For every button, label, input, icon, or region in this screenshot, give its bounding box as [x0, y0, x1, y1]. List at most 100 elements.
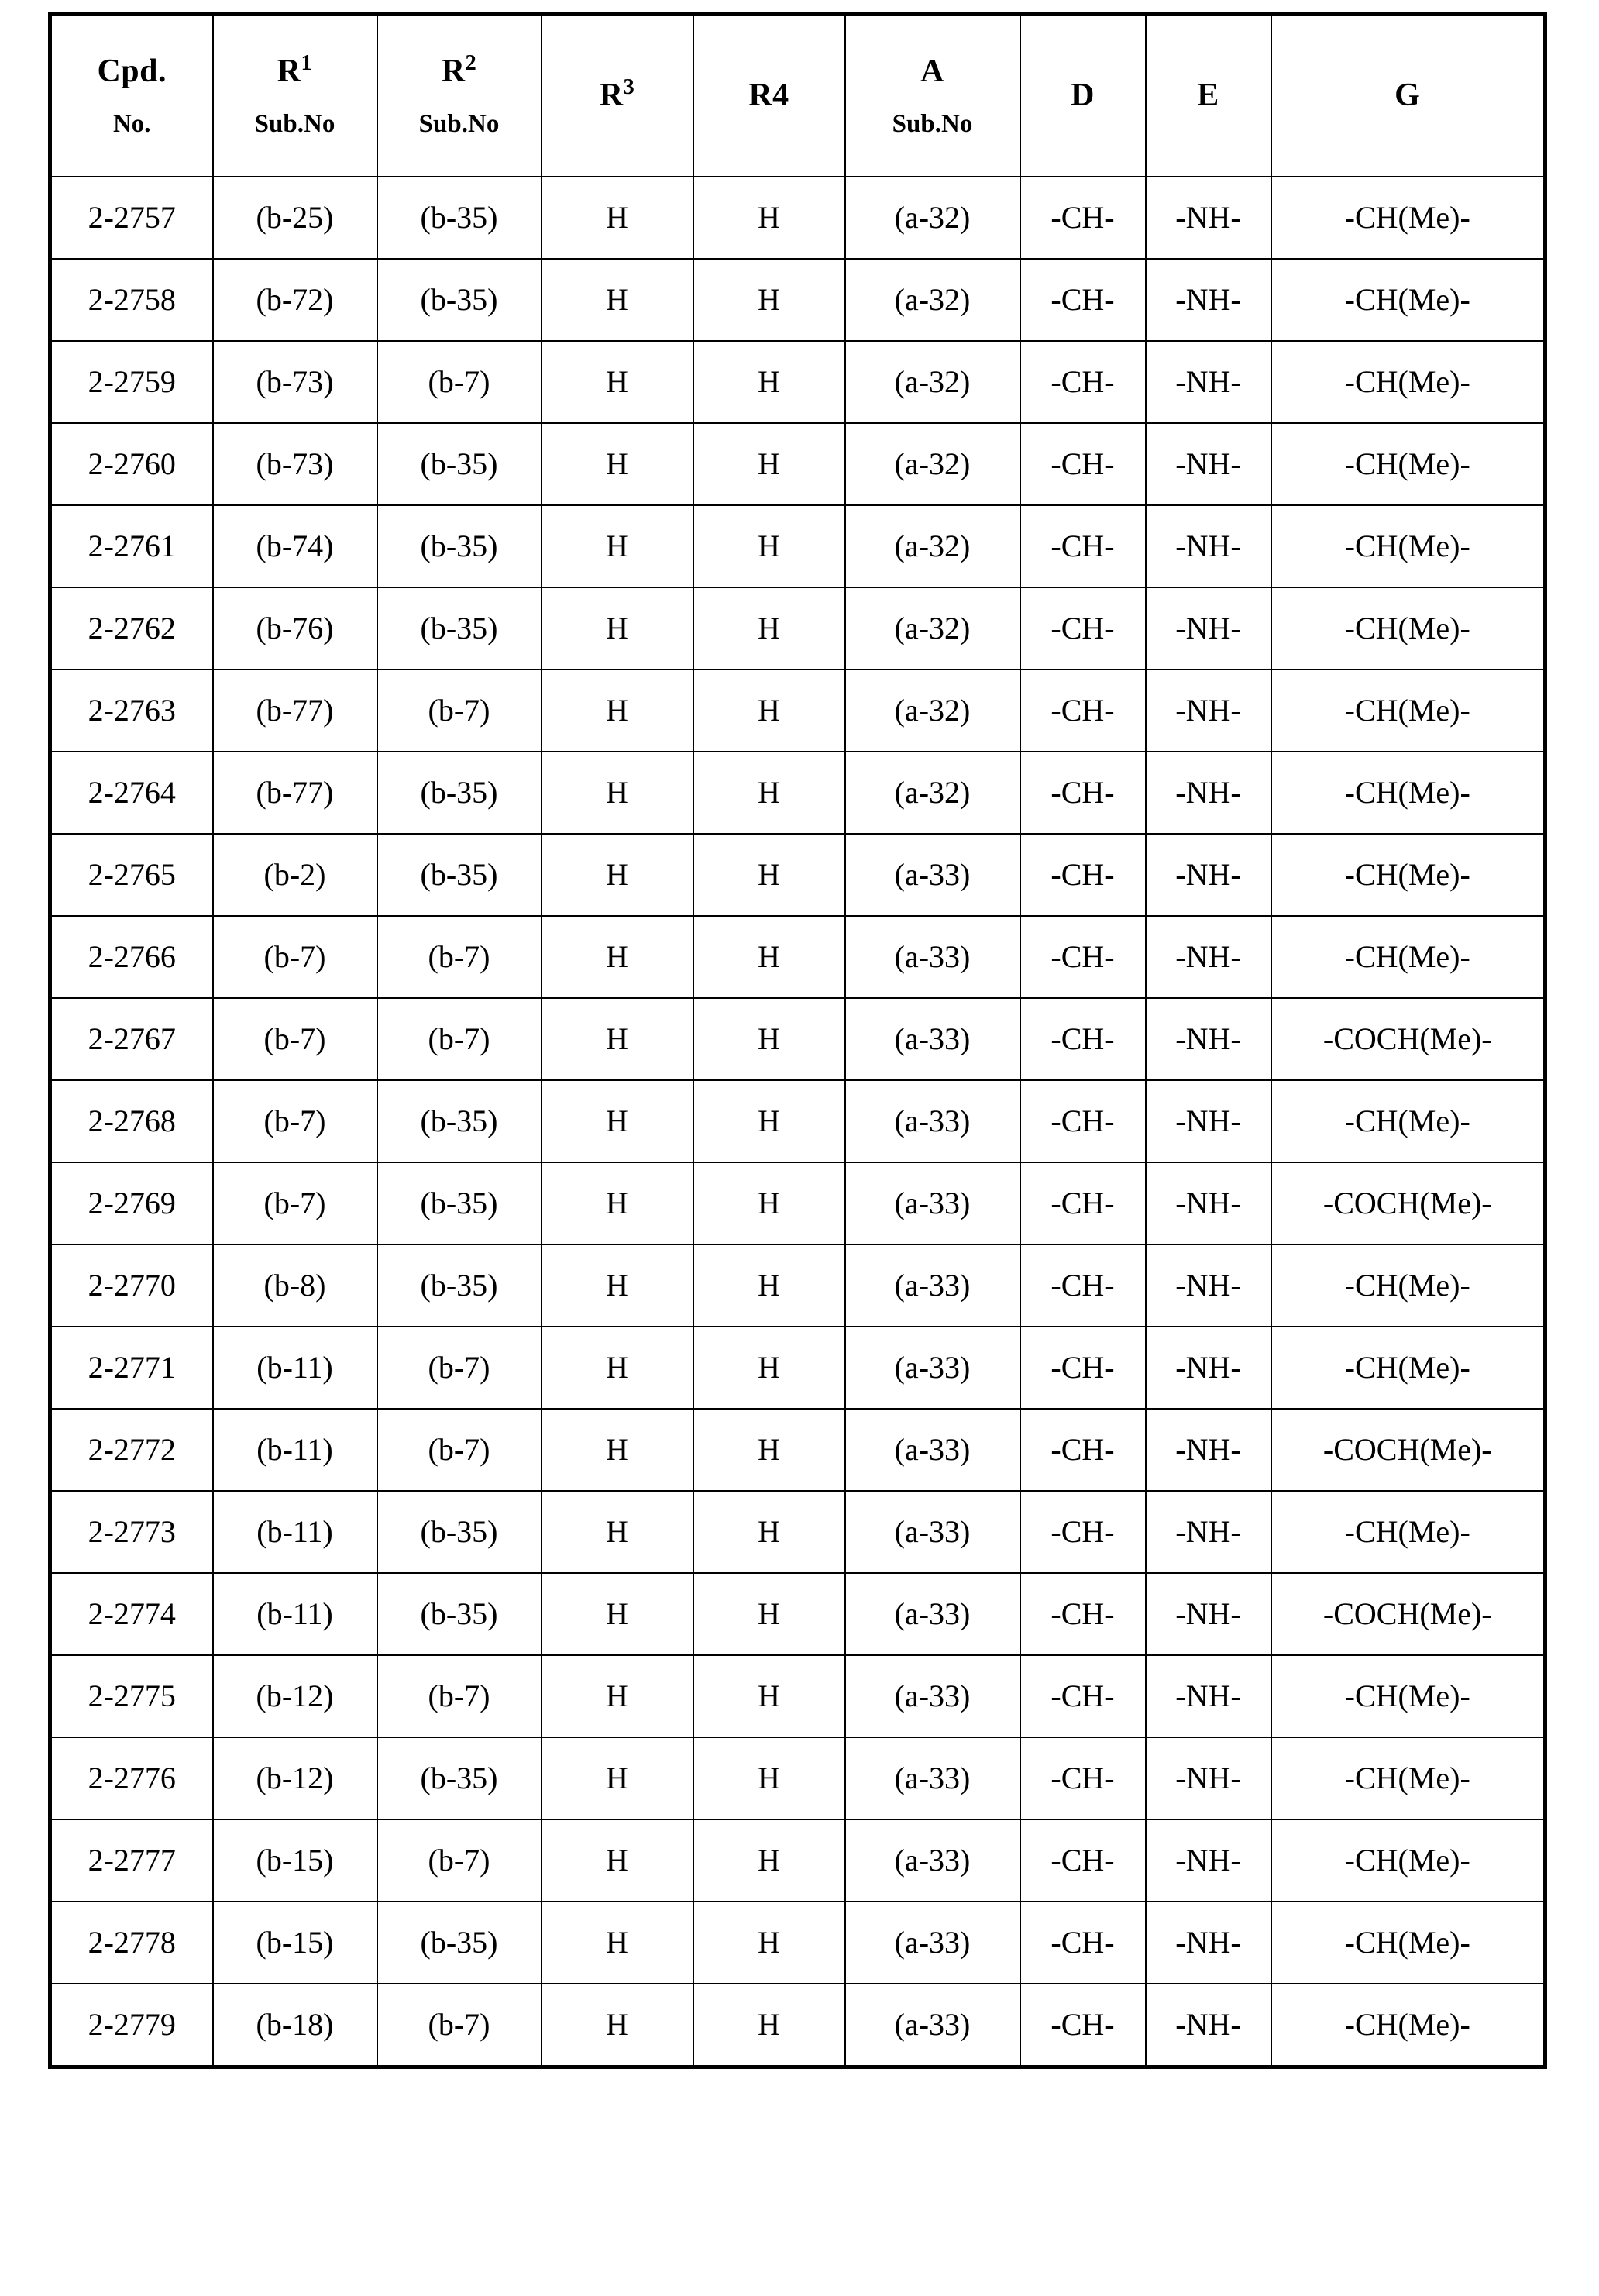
table-row: 2-2771(b-11)(b-7)HH(a-33)-CH--NH--CH(Me)… — [50, 1327, 1546, 1409]
cell-r1: (b-7) — [213, 1080, 377, 1162]
cell-cpd: 2-2764 — [50, 752, 213, 834]
cell-r4: H — [693, 834, 845, 916]
cell-g: -CH(Me)- — [1271, 1984, 1546, 2067]
cell-r2: (b-35) — [377, 1902, 542, 1984]
cell-r3: H — [542, 1655, 693, 1737]
cell-g: -CH(Me)- — [1271, 1902, 1546, 1984]
cell-a: (a-33) — [845, 1573, 1020, 1655]
cell-e: -NH- — [1146, 1162, 1271, 1244]
cell-g: -CH(Me)- — [1271, 1491, 1546, 1573]
cell-cpd: 2-2767 — [50, 998, 213, 1080]
table-header-row: Cpd.No.R1Sub.NoR2Sub.NoR3R4ASub.NoDEG — [50, 15, 1546, 177]
table-row: 2-2779(b-18)(b-7)HH(a-33)-CH--NH--CH(Me)… — [50, 1984, 1546, 2067]
header-column-r4: R4 — [693, 15, 845, 177]
cell-cpd: 2-2769 — [50, 1162, 213, 1244]
cell-r2: (b-35) — [377, 1244, 542, 1327]
cell-g: -CH(Me)- — [1271, 177, 1546, 259]
document-page: Cpd.No.R1Sub.NoR2Sub.NoR3R4ASub.NoDEG 2-… — [0, 0, 1599, 2296]
cell-r4: H — [693, 1244, 845, 1327]
cell-e: -NH- — [1146, 1327, 1271, 1409]
table-row: 2-2775(b-12)(b-7)HH(a-33)-CH--NH--CH(Me)… — [50, 1655, 1546, 1737]
cell-cpd: 2-2760 — [50, 423, 213, 505]
cell-r3: H — [542, 916, 693, 998]
header-column-cpd-no: Cpd.No. — [50, 15, 213, 177]
cell-e: -NH- — [1146, 1984, 1271, 2067]
cell-a: (a-33) — [845, 1327, 1020, 1409]
table-row: 2-2763(b-77)(b-7)HH(a-32)-CH--NH--CH(Me)… — [50, 670, 1546, 752]
cell-r4: H — [693, 752, 845, 834]
cell-r1: (b-12) — [213, 1737, 377, 1819]
cell-r3: H — [542, 1244, 693, 1327]
cell-e: -NH- — [1146, 177, 1271, 259]
cell-r2: (b-7) — [377, 916, 542, 998]
cell-r2: (b-35) — [377, 752, 542, 834]
cell-r4: H — [693, 259, 845, 341]
cell-g: -CH(Me)- — [1271, 505, 1546, 587]
cell-g: -COCH(Me)- — [1271, 1573, 1546, 1655]
cell-r3: H — [542, 1327, 693, 1409]
cell-cpd: 2-2776 — [50, 1737, 213, 1819]
table-row: 2-2776(b-12)(b-35)HH(a-33)-CH--NH--CH(Me… — [50, 1737, 1546, 1819]
table-row: 2-2768(b-7)(b-35)HH(a-33)-CH--NH--CH(Me)… — [50, 1080, 1546, 1162]
cell-g: -CH(Me)- — [1271, 587, 1546, 670]
cell-g: -CH(Me)- — [1271, 423, 1546, 505]
cell-r4: H — [693, 1080, 845, 1162]
cell-cpd: 2-2772 — [50, 1409, 213, 1491]
header-main-label: G — [1272, 77, 1544, 115]
cell-d: -CH- — [1020, 259, 1146, 341]
header-column-r1: R1Sub.No — [213, 15, 377, 177]
cell-r4: H — [693, 1902, 845, 1984]
cell-cpd: 2-2758 — [50, 259, 213, 341]
table-row: 2-2760(b-73)(b-35)HH(a-32)-CH--NH--CH(Me… — [50, 423, 1546, 505]
cell-r4: H — [693, 1737, 845, 1819]
header-main-label: A — [846, 53, 1020, 91]
table-row: 2-2767(b-7)(b-7)HH(a-33)-CH--NH--COCH(Me… — [50, 998, 1546, 1080]
cell-a: (a-32) — [845, 177, 1020, 259]
cell-g: -COCH(Me)- — [1271, 1162, 1546, 1244]
cell-r1: (b-11) — [213, 1491, 377, 1573]
cell-cpd: 2-2768 — [50, 1080, 213, 1162]
cell-g: -COCH(Me)- — [1271, 1409, 1546, 1491]
cell-r4: H — [693, 1491, 845, 1573]
header-column-g: G — [1271, 15, 1546, 177]
table-row: 2-2765(b-2)(b-35)HH(a-33)-CH--NH--CH(Me)… — [50, 834, 1546, 916]
cell-r3: H — [542, 1984, 693, 2067]
compound-table-wrapper: Cpd.No.R1Sub.NoR2Sub.NoR3R4ASub.NoDEG 2-… — [48, 12, 1543, 2069]
cell-r3: H — [542, 423, 693, 505]
cell-g: -CH(Me)- — [1271, 1737, 1546, 1819]
header-column-r2: R2Sub.No — [377, 15, 542, 177]
cell-r3: H — [542, 834, 693, 916]
header-sub-label: Sub.No — [214, 109, 377, 139]
cell-r3: H — [542, 1409, 693, 1491]
header-sub-label: Sub.No — [378, 109, 541, 139]
cell-r4: H — [693, 1573, 845, 1655]
cell-r2: (b-7) — [377, 1984, 542, 2067]
cell-r1: (b-7) — [213, 916, 377, 998]
cell-d: -CH- — [1020, 1409, 1146, 1491]
cell-cpd: 2-2770 — [50, 1244, 213, 1327]
cell-r2: (b-35) — [377, 423, 542, 505]
cell-a: (a-33) — [845, 1902, 1020, 1984]
header-superscript: 2 — [466, 51, 477, 75]
cell-g: -CH(Me)- — [1271, 259, 1546, 341]
cell-a: (a-33) — [845, 998, 1020, 1080]
cell-d: -CH- — [1020, 177, 1146, 259]
cell-cpd: 2-2773 — [50, 1491, 213, 1573]
cell-cpd: 2-2778 — [50, 1902, 213, 1984]
cell-r4: H — [693, 1162, 845, 1244]
cell-r2: (b-7) — [377, 1327, 542, 1409]
header-main-label: D — [1021, 77, 1145, 115]
cell-r1: (b-11) — [213, 1327, 377, 1409]
cell-r1: (b-77) — [213, 752, 377, 834]
cell-r4: H — [693, 998, 845, 1080]
cell-e: -NH- — [1146, 505, 1271, 587]
cell-d: -CH- — [1020, 1162, 1146, 1244]
cell-e: -NH- — [1146, 1491, 1271, 1573]
cell-r1: (b-77) — [213, 670, 377, 752]
cell-r1: (b-72) — [213, 259, 377, 341]
compound-table: Cpd.No.R1Sub.NoR2Sub.NoR3R4ASub.NoDEG 2-… — [48, 12, 1547, 2069]
cell-r4: H — [693, 916, 845, 998]
cell-r3: H — [542, 505, 693, 587]
cell-a: (a-33) — [845, 1655, 1020, 1737]
cell-a: (a-32) — [845, 670, 1020, 752]
